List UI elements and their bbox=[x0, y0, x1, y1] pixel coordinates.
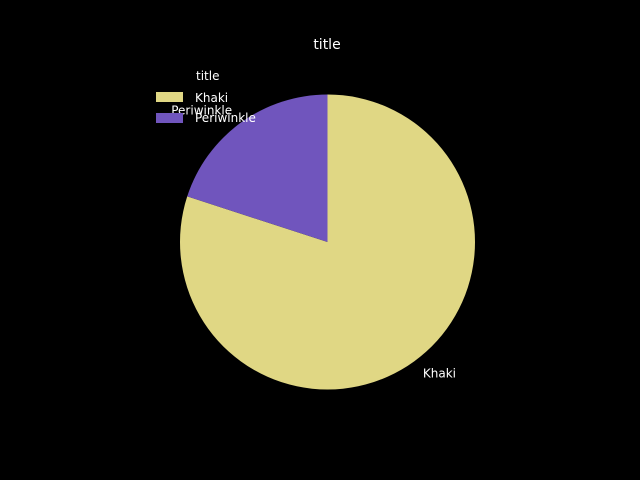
legend-title: title bbox=[196, 69, 219, 83]
legend-swatch-periwinkle bbox=[156, 113, 183, 123]
legend-swatch-khaki bbox=[156, 92, 183, 102]
slice-label-periwinkle: Periwinkle bbox=[171, 104, 232, 118]
legend: title Khaki Periwinkle bbox=[156, 69, 256, 125]
pie-slice-periwinkle bbox=[187, 94, 328, 242]
slice-labels: Khaki Periwinkle bbox=[171, 104, 456, 381]
legend-label-khaki: Khaki bbox=[195, 91, 228, 105]
chart-title: title bbox=[313, 37, 340, 53]
pie-slices bbox=[180, 94, 476, 390]
slice-label-khaki: Khaki bbox=[423, 366, 456, 380]
legend-label-periwinkle: Periwinkle bbox=[195, 111, 256, 125]
